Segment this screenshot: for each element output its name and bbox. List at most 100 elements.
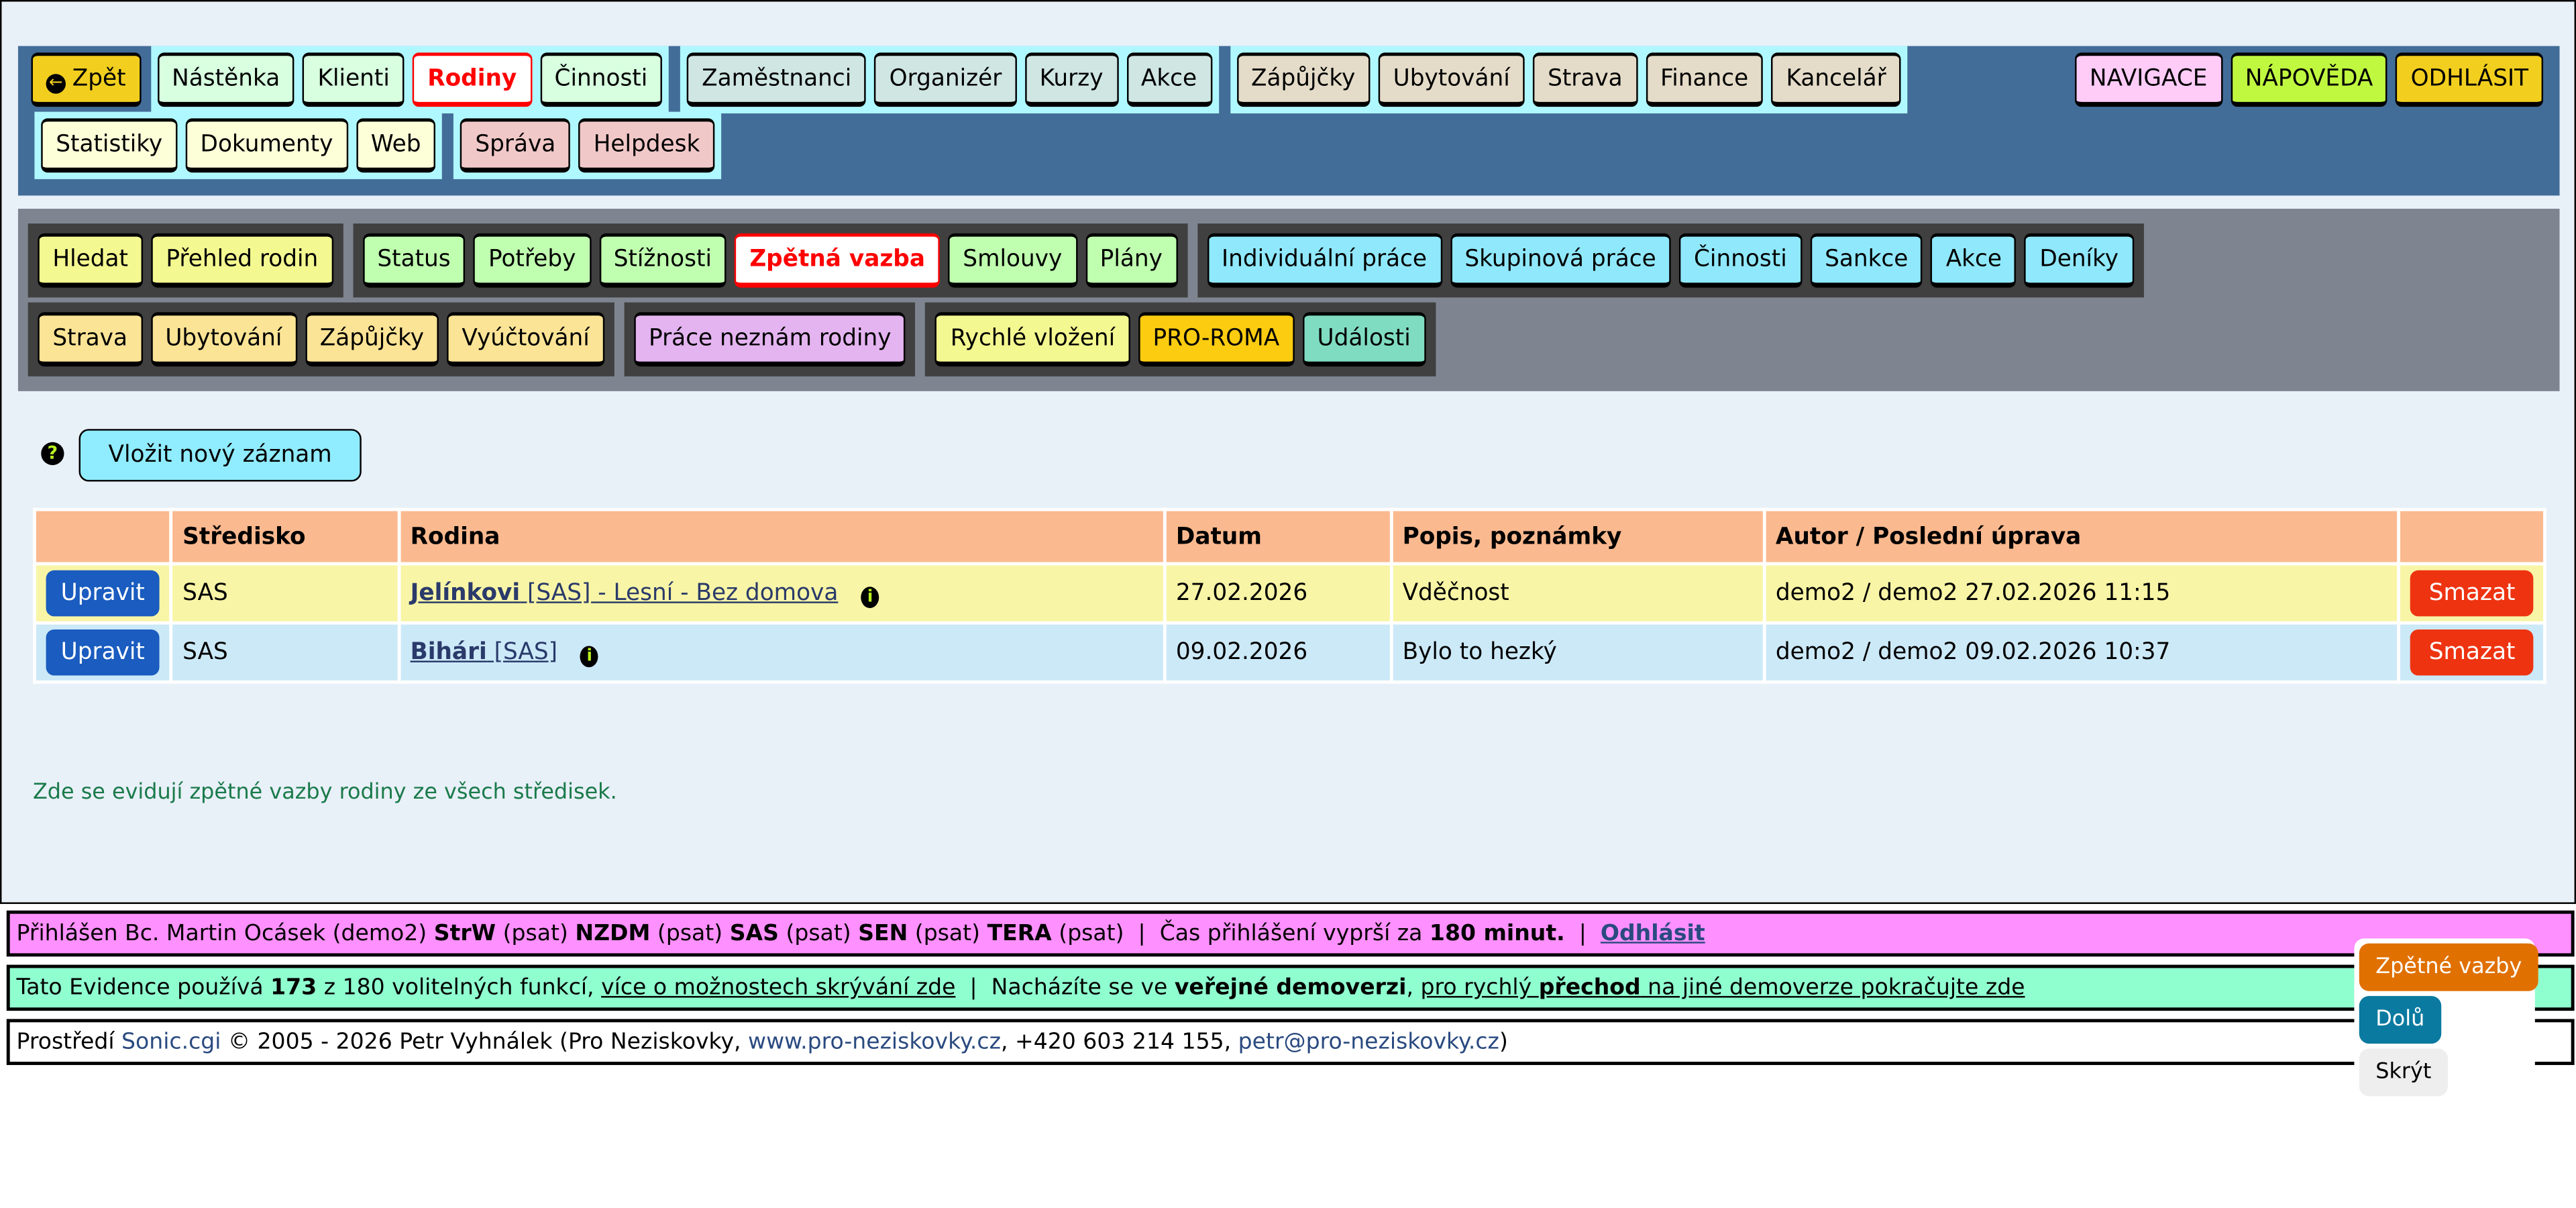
nav-web[interactable]: Web	[356, 117, 436, 172]
nav-organizer[interactable]: Organizér	[874, 52, 1017, 106]
nav-group: Rychlé vložení PRO-ROMA Události	[925, 302, 1436, 376]
nav-stiznosti[interactable]: Stížnosti	[598, 233, 727, 288]
demo-label: veřejné demoverzi	[1174, 974, 1407, 1001]
website-link[interactable]: www.pro-neziskovky.cz	[748, 1029, 1001, 1056]
cell-autor: demo2 / demo2 27.02.2026 11:15	[1762, 562, 2402, 625]
nav-plany[interactable]: Plány	[1085, 233, 1177, 288]
nav-zamestnanci[interactable]: Zaměstnanci	[687, 52, 867, 106]
col-rodina: Rodina	[397, 507, 1167, 566]
sonic-link[interactable]: Sonic.cgi	[121, 1029, 221, 1056]
nav-akce[interactable]: Akce	[1126, 52, 1212, 106]
back-button[interactable]: ← Zpět	[31, 52, 141, 106]
info-icon[interactable]: i	[861, 586, 879, 607]
delete-button[interactable]: Smazat	[2410, 570, 2534, 617]
family-link[interactable]: Bihári [SAS]	[411, 638, 557, 664]
nav-sprava[interactable]: Správa	[460, 117, 571, 172]
scroll-down-button[interactable]: Dolů	[2359, 996, 2441, 1044]
nav-pro-roma[interactable]: PRO-ROMA	[1138, 312, 1295, 367]
info-icon[interactable]: i	[580, 645, 599, 667]
text: , +420 603 214 155,	[1000, 1029, 1238, 1056]
nav-smlouvy[interactable]: Smlouvy	[948, 233, 1077, 288]
nav-prace-neznam-rodiny[interactable]: Práce neznám rodiny	[633, 312, 906, 367]
col-datum: Datum	[1163, 507, 1393, 566]
edit-button[interactable]: Upravit	[46, 629, 160, 676]
cell-rodina: Bihári [SAS] i	[397, 621, 1167, 684]
nav-rychle-vlozeni[interactable]: Rychlé vložení	[935, 312, 1130, 367]
help-icon[interactable]: ?	[41, 442, 64, 466]
feedback-button[interactable]: Zpětné vazby	[2359, 943, 2538, 991]
session-timeout: 180 minut.	[1429, 920, 1565, 947]
main-frame: ← Zpět Nástěnka Klienti Rodiny Činnosti Zaměst…	[0, 0, 2576, 904]
role: NZDM	[575, 920, 651, 947]
nav-navigace[interactable]: NAVIGACE	[2074, 52, 2222, 106]
nav-napoveda[interactable]: NÁPOVĚDA	[2230, 52, 2388, 106]
nav-statistiky[interactable]: Statistiky	[41, 117, 178, 172]
col-delete	[2398, 507, 2546, 566]
delete-button[interactable]: Smazat	[2410, 629, 2534, 676]
nav-prehled-rodin[interactable]: Přehled rodin	[151, 233, 333, 288]
nav-helpdesk[interactable]: Helpdesk	[578, 117, 715, 172]
col-popis: Popis, poznámky	[1389, 507, 1766, 566]
family-sub-navigation: Hledat Přehled rodin Status Potřeby Stížnost…	[17, 209, 2560, 391]
role: SAS	[729, 920, 779, 947]
nav-hledat[interactable]: Hledat	[38, 233, 144, 288]
nav-zpetna-vazba[interactable]: Zpětná vazba	[735, 233, 941, 288]
nav-individualni-prace[interactable]: Individuální práce	[1207, 233, 1442, 288]
col-stredisko: Středisko	[169, 507, 400, 566]
hide-widget-button[interactable]: Skrýt	[2359, 1048, 2448, 1097]
text: Prostředí	[16, 1029, 122, 1056]
text: ,	[1406, 974, 1421, 1001]
insert-new-record-button[interactable]: Vložit nový záznam	[78, 429, 362, 482]
nav-ubytovani[interactable]: Ubytování	[150, 312, 297, 367]
cell-stredisko: SAS	[169, 621, 400, 684]
nav-group: Individuální práce Skupinová práce Činnost…	[1197, 223, 2143, 298]
nav-sankce[interactable]: Sankce	[1810, 233, 1923, 288]
nav-cinnosti[interactable]: Činnosti	[1678, 233, 1802, 288]
nav-strava[interactable]: Strava	[1533, 52, 1638, 106]
email-link[interactable]: petr@pro-neziskovky.cz	[1238, 1029, 1499, 1056]
nav-odhlasit[interactable]: ODHLÁSIT	[2396, 52, 2544, 106]
nav-zapujcky[interactable]: Zápůjčky	[1236, 52, 1371, 106]
nav-zapujcky[interactable]: Zápůjčky	[305, 312, 439, 367]
nav-group: Zápůjčky Ubytování Strava Finance Kancelář	[1230, 45, 1908, 113]
col-autor: Autor / Poslední úprava	[1762, 507, 2402, 566]
nav-finance[interactable]: Finance	[1645, 52, 1764, 106]
family-detail: [SAS] - Lesní - Bez domova	[520, 579, 839, 606]
nav-udalosti[interactable]: Události	[1302, 312, 1426, 367]
edit-button[interactable]: Upravit	[46, 570, 160, 617]
nav-skupinova-prace[interactable]: Skupinová práce	[1450, 233, 1671, 288]
text: )	[1499, 1029, 1508, 1056]
nav-klienti[interactable]: Klienti	[303, 52, 405, 106]
logout-link[interactable]: Odhlásit	[1600, 920, 1705, 947]
table-row: Upravit SAS Jelínkovi [SAS] - Lesní - Be…	[32, 562, 2546, 625]
hide-features-link[interactable]: více o možnostech skrývání zde	[601, 974, 956, 1001]
cell-edit: Upravit	[32, 621, 173, 684]
nav-kancelar[interactable]: Kancelář	[1771, 52, 1901, 106]
nav-group: Status Potřeby Stížnosti Zpětná vazba Smlouv…	[352, 223, 1187, 298]
nav-rodiny[interactable]: Rodiny	[413, 52, 532, 106]
nav-vyuctovani[interactable]: Vyúčtování	[447, 312, 604, 367]
separator: |	[1564, 920, 1601, 947]
switch-demo-link[interactable]: pro rychlý přechod na jiné demoverze pok…	[1421, 974, 2025, 1001]
nav-dokumenty[interactable]: Dokumenty	[185, 117, 348, 172]
nav-strava[interactable]: Strava	[38, 312, 143, 367]
perm: (psat)	[650, 920, 730, 947]
nav-cinnosti[interactable]: Činnosti	[539, 52, 663, 106]
cell-popis: Bylo to hezký	[1389, 621, 1766, 684]
nav-group: Statistiky Dokumenty Web	[34, 111, 443, 179]
login-status-bar: Přihlášen Bc. Martin Ocásek (demo2) StrW…	[6, 910, 2575, 957]
nav-ubytovani[interactable]: Ubytování	[1378, 52, 1525, 106]
cell-stredisko: SAS	[169, 562, 400, 625]
nav-deniky[interactable]: Deníky	[2025, 233, 2134, 288]
nav-akce[interactable]: Akce	[1931, 233, 2017, 288]
top-right-buttons: NAVIGACE NÁPOVĚDA ODHLÁSIT	[2074, 52, 2544, 106]
nav-potreby[interactable]: Potřeby	[473, 233, 591, 288]
nav-kurzy[interactable]: Kurzy	[1024, 52, 1118, 106]
nav-nastenka[interactable]: Nástěnka	[157, 52, 295, 106]
nav-group: Zaměstnanci Organizér Kurzy Akce	[680, 45, 1218, 113]
nav-group: Hledat Přehled rodin	[28, 223, 343, 298]
family-link[interactable]: Jelínkovi [SAS] - Lesní - Bez domova	[411, 579, 839, 605]
table-row: Upravit SAS Bihári [SAS] i 09.02.2026 Byl…	[32, 621, 2546, 684]
nav-status[interactable]: Status	[362, 233, 466, 288]
nav-group: Nástěnka Klienti Rodiny Činnosti	[150, 45, 669, 113]
